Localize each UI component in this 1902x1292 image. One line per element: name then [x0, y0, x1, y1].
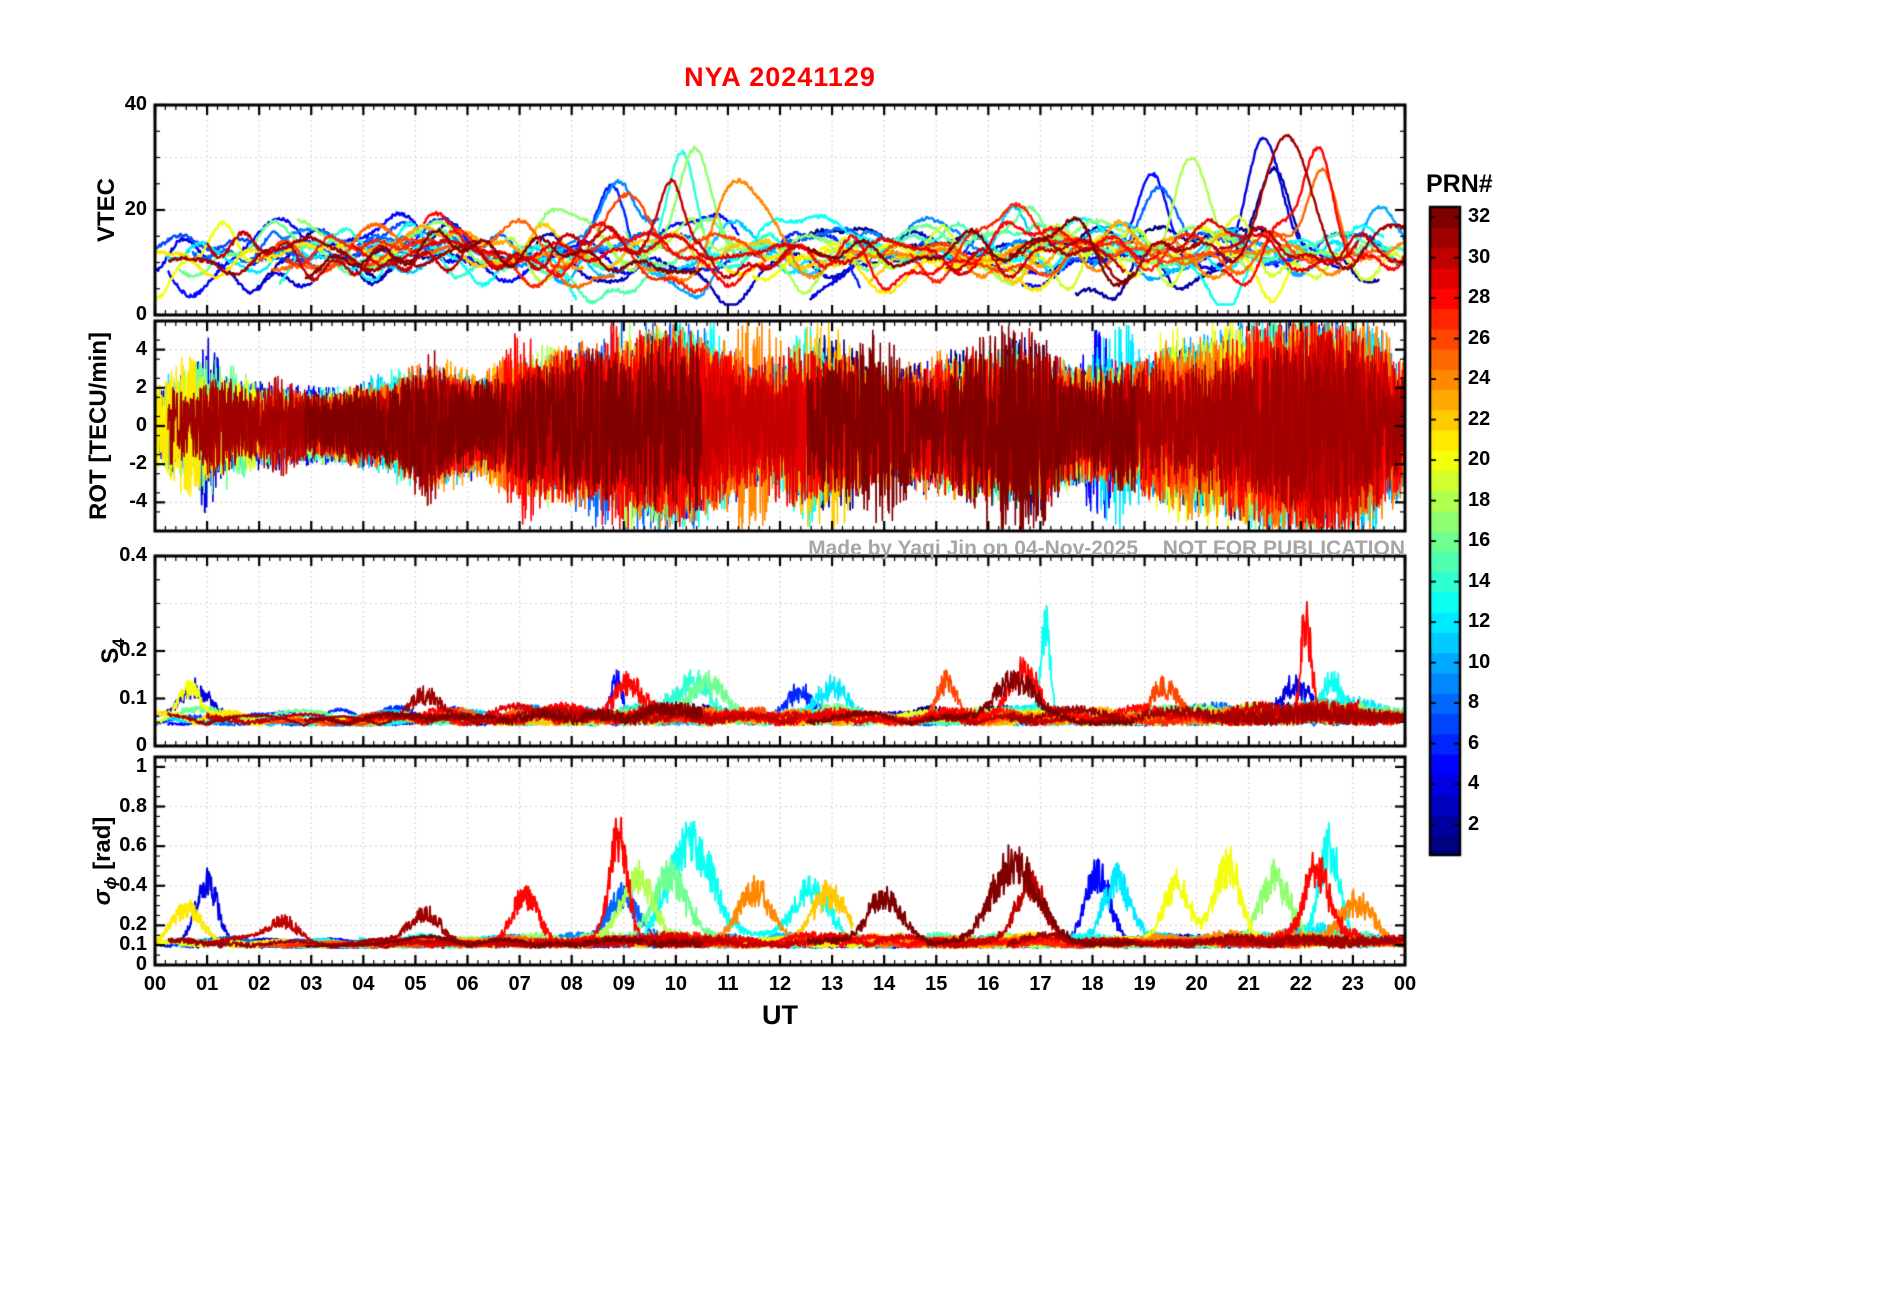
colorbar-tick-label: 20 [1468, 448, 1491, 471]
x-tick-label: 16 [977, 973, 1000, 995]
y-tick-label: 4 [135, 337, 147, 360]
x-tick-label: 17 [1029, 973, 1052, 995]
y-tick-label: 0.1 [119, 933, 147, 956]
y-tick-label: 0.6 [119, 834, 147, 857]
x-tick-label: 04 [352, 973, 375, 995]
colorbar-title: PRN# [1426, 170, 1493, 198]
y-tick-label: 0.2 [119, 913, 147, 936]
y-tick-label: 0.8 [119, 794, 147, 817]
colorbar-tick-label: 30 [1468, 245, 1491, 268]
y-tick-label: 1 [135, 754, 147, 777]
y-tick-label: 0.4 [119, 544, 147, 566]
y-tick-label: 0.1 [119, 686, 147, 709]
colorbar-tick-label: 24 [1468, 367, 1491, 390]
colorbar-tick-label: 8 [1468, 691, 1480, 714]
colorbar-tick-label: 22 [1468, 407, 1491, 430]
y-tick-label: 0 [135, 414, 147, 436]
colorbar-tick-label: 28 [1468, 286, 1491, 309]
x-tick-label: 00 [143, 973, 167, 995]
y-tick-label: 2 [135, 375, 147, 398]
colorbar-tick-label: 14 [1468, 569, 1491, 592]
x-tick-label: 02 [248, 973, 271, 995]
colorbar-tick-label: 2 [1468, 812, 1480, 835]
y-tick-label: 0 [135, 953, 147, 975]
x-tick-label: 05 [404, 973, 427, 995]
y-tick-label: -2 [129, 452, 147, 475]
x-axis-label: UT [762, 1000, 798, 1030]
x-tick-label: 06 [456, 973, 479, 995]
colorbar-tick-label: 32 [1468, 205, 1491, 228]
x-tick-label: 11 [717, 973, 739, 995]
x-tick-label: 07 [508, 973, 531, 995]
x-tick-label: 23 [1341, 973, 1365, 995]
chart-title: NYA 20241129 [684, 62, 876, 92]
x-tick-label: 13 [820, 973, 844, 995]
x-tick-label: 21 [1237, 973, 1260, 995]
watermark-not-for-publication: NOT FOR PUBLICATION [1162, 537, 1405, 560]
x-tick-label: 08 [560, 973, 583, 995]
y-tick-label: 0 [135, 303, 147, 325]
y-tick-label: 0 [135, 734, 147, 756]
colorbar-tick-label: 26 [1468, 326, 1491, 349]
x-tick-label: 09 [612, 973, 635, 995]
x-tick-label: 00 [1393, 973, 1417, 995]
colorbar-tick-label: 4 [1468, 772, 1480, 795]
y-tick-label: -4 [129, 490, 147, 513]
watermark-author: Made by Yaqi Jin on 04-Nov-2025 [808, 537, 1138, 560]
x-tick-label: 03 [300, 973, 323, 995]
y-tick-label: 0.4 [119, 873, 147, 896]
x-tick-label: 01 [195, 973, 219, 995]
x-tick-label: 10 [664, 973, 687, 995]
x-tick-label: 22 [1289, 973, 1312, 995]
x-tick-label: 12 [768, 973, 792, 995]
colorbar-tick-label: 16 [1468, 529, 1491, 552]
y-tick-label: 0.2 [119, 639, 147, 661]
colorbar-tick-label: 12 [1468, 610, 1491, 633]
x-tick-label: 20 [1185, 973, 1208, 995]
x-tick-label: 19 [1133, 973, 1156, 995]
x-tick-label: 14 [873, 973, 896, 995]
x-tick-label: 18 [1081, 973, 1104, 995]
y-tick-label: 20 [124, 198, 147, 220]
x-tick-label: 15 [925, 973, 948, 995]
y-tick-label: 40 [124, 93, 147, 115]
colorbar-tick-label: 18 [1468, 488, 1491, 511]
colorbar-tick-label: 10 [1468, 650, 1491, 673]
colorbar-tick-label: 6 [1468, 731, 1480, 754]
